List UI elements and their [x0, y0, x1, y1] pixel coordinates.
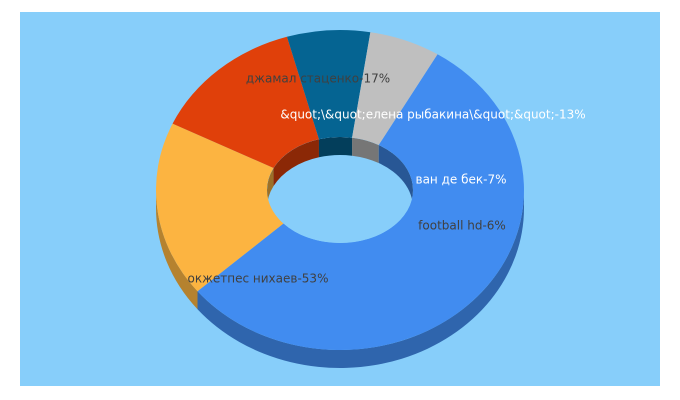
slice-label-4: football hd-6%: [418, 219, 506, 233]
slice-3: [286, 29, 371, 140]
slice-label-3: ван де бек-7%: [416, 173, 507, 187]
slice-2: [172, 36, 319, 169]
donut-sides: [156, 190, 524, 368]
donut-hole-view: [267, 137, 413, 243]
slice-hole-wall-0: [378, 145, 413, 208]
slice-hole-wall-3: [318, 137, 353, 158]
slice-0: [197, 54, 524, 350]
slice-hole-wall-2: [273, 139, 319, 187]
slice-label-0: окжетпес нихаев-53%: [188, 272, 329, 286]
donut-hole: [267, 137, 413, 243]
slice-label-1: джамал стаценко-17%: [246, 72, 390, 86]
slice-label-2: &quot;\&quot;елена рыбакина\&quot;&quot;…: [280, 108, 585, 122]
slice-hole-wall-4: [352, 137, 379, 164]
slice-1: [156, 123, 284, 292]
donut-hole-bg: [267, 137, 413, 243]
slice-4: [352, 32, 438, 146]
donut-tops: [156, 29, 524, 350]
slice-side-1: [156, 190, 198, 310]
slice-hole-wall-1: [267, 168, 274, 208]
slice-side-0: [197, 190, 524, 368]
donut-labels: окжетпес нихаев-53% джамал стаценко-17% &q…: [188, 72, 586, 286]
